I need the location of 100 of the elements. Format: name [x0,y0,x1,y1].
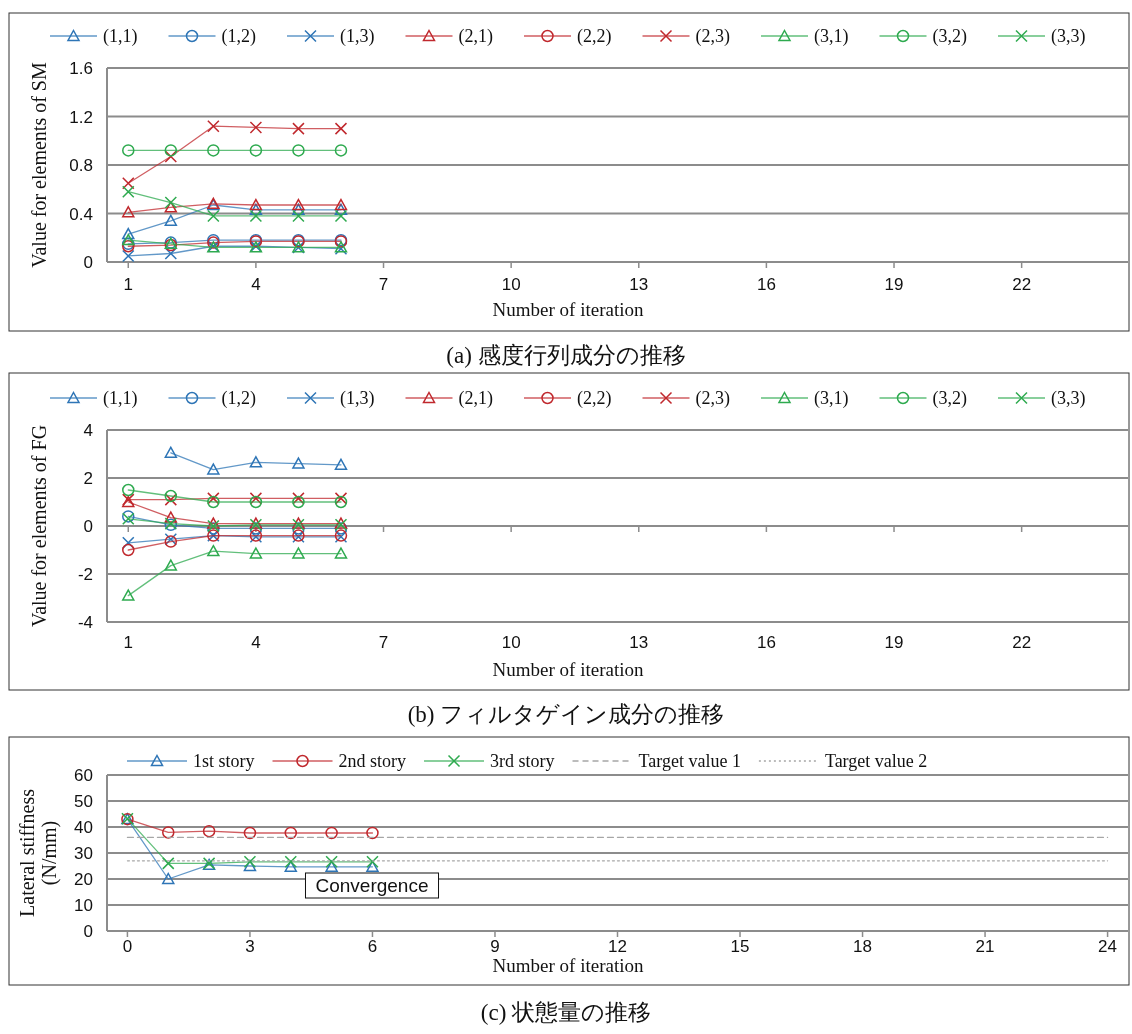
point [292,457,305,469]
annotation: Convergence [315,875,429,896]
text: (b) フィルタゲイン成分の推移 [407,702,725,727]
x-tick-label: 22 [1012,275,1032,294]
y-tick-label: 0 [83,517,93,536]
point [207,463,220,475]
point [207,119,220,133]
point [292,492,305,505]
legend-label: (2,2) [577,388,612,409]
point [249,495,263,509]
y-axis-title: Value for elements of FG [28,424,50,628]
point [164,446,178,458]
legend-label: (2,2) [577,26,612,47]
point [162,872,175,885]
legend-label: (1,3) [340,388,375,409]
y-tick-label: 60 [74,766,93,785]
x-tick-label: 3 [245,937,255,956]
x-tick-label: 19 [884,275,904,294]
legend-label: Target value 2 [824,751,928,771]
point [122,227,135,240]
legend-label: (2,1) [458,26,493,47]
x-tick-label: 21 [975,937,995,956]
point [202,824,216,838]
legend-label: 2nd story [338,751,407,771]
x-tick-label: 7 [378,275,389,294]
point [164,196,178,209]
point [164,144,178,157]
point [162,826,175,839]
point [122,233,135,246]
x-tick-label: 7 [378,633,389,652]
point [122,543,135,557]
point [334,122,348,135]
point [207,495,220,509]
legend-label: (3,1) [814,388,849,409]
point [249,121,263,134]
point [122,144,135,157]
legend-label: 1st story [193,751,255,771]
legend-label: (1,1) [103,26,138,47]
x-tick-label: 6 [367,937,378,956]
y-tick-label: 20 [74,870,93,889]
point [325,826,338,840]
y-tick-label: 0.4 [69,204,93,224]
x-axis-title: Number of iteration [492,299,644,320]
point [292,495,305,509]
x-tick-label: 0 [122,937,133,956]
point [284,826,298,840]
point [164,511,178,523]
x-tick-label: 22 [1012,633,1032,652]
legend-label: (3,2) [932,388,967,409]
point [366,855,379,869]
point [122,483,135,497]
legend-label: (3,1) [814,26,849,47]
point [164,559,178,571]
legend-label: (2,3) [695,388,730,409]
y-tick-label: 1.2 [69,107,93,127]
x-tick-label: 10 [501,275,521,294]
text: (c) 状態量の推移 [480,1000,652,1025]
point [325,860,338,872]
point [292,122,305,135]
y-tick-label: 0.8 [69,156,93,175]
legend-label: 3rd story [490,751,555,771]
y-tick-label: 10 [74,896,93,915]
legend-label: (2,1) [458,388,493,409]
point [292,547,305,559]
y-tick-label: 50 [74,792,93,811]
point [334,522,348,535]
y-tick-label: 1.6 [69,59,93,78]
point [207,492,220,505]
y-tick-label: 0 [83,922,93,941]
point [292,209,305,223]
x-tick-label: 16 [756,633,776,652]
point [122,185,135,198]
x-tick-label: 19 [884,633,904,652]
x-tick-label: 16 [756,275,776,294]
point [292,203,305,216]
x-tick-label: 9 [490,937,500,956]
x-tick-label: 1 [123,633,134,652]
point [162,857,175,870]
y-axis-title: Lateral stiffness (N/mm) [16,788,61,917]
y-tick-label: -2 [77,565,93,584]
point [207,544,220,557]
x-tick-label: 13 [629,633,649,652]
legend-label: Target value 1 [638,751,741,771]
point [334,547,348,559]
x-tick-label: 13 [629,275,649,294]
x-tick-label: 24 [1098,937,1118,956]
point [249,547,263,559]
point [207,144,220,157]
point [164,214,178,226]
legend-label: (2,3) [695,26,730,47]
text: (a) 感度行列成分の推移 [446,343,686,368]
point [334,209,348,223]
legend-label: (3,2) [932,26,967,47]
y-tick-label: 0 [83,253,93,272]
point [366,826,379,840]
x-tick-label: 4 [251,633,261,652]
legend-label: (1,1) [103,388,138,409]
point [249,198,263,211]
legend-label: (1,2) [221,388,256,409]
point [164,247,178,260]
